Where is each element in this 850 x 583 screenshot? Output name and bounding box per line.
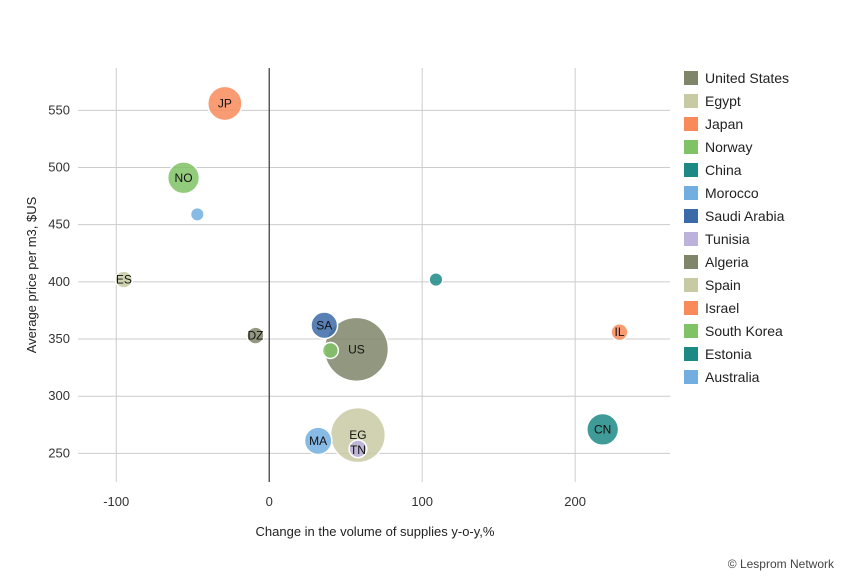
x-axis-title: Change in the volume of supplies y-o-y,% [256, 524, 495, 539]
legend-label: Egypt [705, 92, 741, 109]
legend-swatch [684, 208, 698, 223]
bubble-tunisia [348, 439, 368, 459]
bubble-label-ma: MA [309, 434, 327, 448]
legend-label: Japan [705, 115, 744, 132]
legend-label: Morocco [705, 184, 759, 201]
bubble-label-no: NO [175, 171, 193, 185]
legend-label: Israel [705, 299, 740, 316]
bubble-label-us: US [348, 342, 365, 356]
legend-item: Norway [684, 135, 789, 158]
bubble-label-eg: EG [349, 428, 366, 442]
bubble-saudi-arabia [310, 311, 339, 340]
x-tick-label: 0 [266, 494, 273, 509]
bubble-japan [206, 85, 243, 122]
legend-swatch [684, 231, 698, 246]
legend-item: Spain [684, 273, 789, 296]
legend-label: South Korea [705, 322, 783, 339]
legend-swatch [684, 323, 698, 338]
x-tick-label: 100 [411, 494, 433, 509]
legend-swatch [684, 369, 698, 384]
legend-item: Algeria [684, 250, 789, 273]
legend-item: China [684, 158, 789, 181]
legend-label: Saudi Arabia [705, 207, 785, 224]
y-tick-label: 300 [48, 388, 70, 403]
legend-swatch [684, 254, 698, 269]
bubble-label-cn: CN [594, 422, 611, 436]
x-tick-label: -100 [103, 494, 129, 509]
y-tick-label: 250 [48, 445, 70, 460]
legend-label: Tunisia [705, 230, 750, 247]
bubble-label-dz: DZ [247, 329, 263, 343]
legend-swatch [684, 116, 698, 131]
bubble-norway [166, 161, 201, 195]
legend-item: Australia [684, 365, 789, 388]
y-tick-label: 450 [48, 217, 70, 232]
legend-label: Australia [705, 368, 760, 385]
legend-swatch [684, 139, 698, 154]
bubble-australia [189, 206, 205, 222]
legend-label: Norway [705, 138, 753, 155]
legend-label: Spain [705, 276, 741, 293]
y-tick-label: 500 [48, 159, 70, 174]
legend-item: Estonia [684, 342, 789, 365]
credit-text: © Lesprom Network [727, 557, 834, 571]
bubble-labels: US EG JP NO CN MA SA TN DZ ES IL [116, 96, 625, 456]
bubble-china [586, 412, 620, 447]
legend-item: United States [684, 66, 789, 89]
bubble-label-il: IL [615, 325, 625, 339]
legend-swatch [684, 300, 698, 315]
bubble-label-es: ES [116, 273, 132, 287]
legend-label: United States [705, 69, 790, 86]
legend-item: Saudi Arabia [684, 204, 789, 227]
bubble-algeria [246, 326, 265, 345]
y-tick-label: 400 [48, 274, 70, 289]
legend-label: China [705, 161, 742, 178]
legend-item: Israel [684, 296, 789, 319]
legend-swatch [684, 346, 698, 361]
bubbles [114, 85, 629, 464]
legend-swatch [684, 70, 698, 85]
y-axis-title: Average price per m3, $US [24, 196, 39, 353]
bubble-south-korea [321, 341, 340, 360]
legend-label: Estonia [705, 345, 752, 362]
bubble-label-sa: SA [316, 318, 332, 332]
legend-swatch [684, 277, 698, 292]
legend-item: Japan [684, 112, 789, 135]
bubble-israel [610, 323, 629, 342]
legend: United States Egypt Japan Norway China Morocc… [684, 66, 789, 388]
tick-labels: 250 300 350 400 450 500 550 -100 0 100 200 [48, 102, 586, 509]
y-tick-label: 350 [48, 331, 70, 346]
legend-item: Egypt [684, 89, 789, 112]
bubble-morocco [303, 426, 333, 456]
bubble-label-jp: JP [218, 96, 232, 110]
legend-swatch [684, 93, 698, 108]
legend-item: Tunisia [684, 227, 789, 250]
legend-swatch [684, 185, 698, 200]
x-tick-label: 200 [564, 494, 586, 509]
legend-item: South Korea [684, 319, 789, 342]
y-tick-label: 550 [48, 102, 70, 117]
bubble-spain [114, 270, 134, 289]
bubble-label-tn: TN [350, 443, 366, 457]
bubble-estonia [428, 272, 444, 288]
legend-swatch [684, 162, 698, 177]
legend-label: Algeria [705, 253, 749, 270]
legend-item: Morocco [684, 181, 789, 204]
